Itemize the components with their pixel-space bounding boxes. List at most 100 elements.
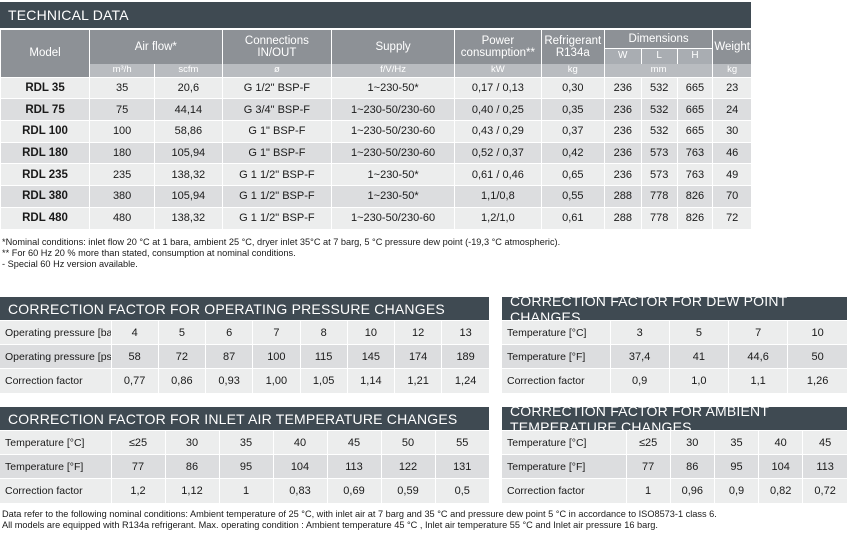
table-cell: 37,4 <box>609 344 670 369</box>
table-cell: 0,42 <box>540 141 605 164</box>
table-cell: 1~230-50* <box>331 76 455 99</box>
unit-power: kW <box>453 64 542 77</box>
table-row: Correction factor 0,9 1,0 1,1 1,26 <box>502 368 847 393</box>
table-cell: 5 <box>157 320 206 345</box>
ambient-correction-table: Temperature [°C] ≤25 30 35 40 45 Temperature [… <box>502 430 847 503</box>
row-label: Correction factor <box>0 478 111 503</box>
table-row: RDL 180 180 105,94 G 1" BSP-F 1~230-50/230-6… <box>0 141 751 164</box>
table-cell: 7 <box>727 320 788 345</box>
table-cell: 12 <box>393 320 442 345</box>
table-cell: 532 <box>640 119 678 143</box>
table-cell: 75 <box>89 98 155 121</box>
model-cell: RDL 480 <box>0 206 90 229</box>
table-cell: 122 <box>380 454 435 479</box>
table-cell: 1~230-50* <box>331 184 455 208</box>
table-cell: 58,86 <box>154 119 223 143</box>
row-label: Operating pressure [psi] <box>0 344 111 369</box>
table-cell: 1,00 <box>252 368 300 393</box>
table-row: Temperature [°C] 3 5 7 10 <box>502 320 847 345</box>
footer-line: All models are equipped with R134a refri… <box>2 519 658 530</box>
footer-notes: Data refer to the following nominal cond… <box>2 509 717 531</box>
row-label: Temperature [°F] <box>502 344 610 369</box>
table-cell: 778 <box>640 206 678 229</box>
model-cell: RDL 100 <box>0 119 90 143</box>
header-dim-l: L <box>640 47 678 64</box>
inlet-correction-title: CORRECTION FACTOR FOR INLET AIR TEMPERAT… <box>0 407 489 430</box>
table-cell: 236 <box>603 98 642 121</box>
table-cell: G 1/2" BSP-F <box>221 76 332 99</box>
table-cell: 86 <box>669 454 715 479</box>
table-cell: 50 <box>787 344 847 369</box>
header-weight: Weight <box>712 30 751 64</box>
table-cell: G 1 1/2" BSP-F <box>221 163 332 186</box>
unit-dimensions: mm <box>603 64 713 77</box>
footer-line: Data refer to the following nominal cond… <box>2 509 717 519</box>
table-cell: 763 <box>676 141 713 164</box>
table-row: Temperature [°C] ≤25 30 35 40 45 <box>502 430 847 455</box>
row-label: Operating pressure [bar] <box>0 320 111 345</box>
table-cell: 7 <box>252 320 300 345</box>
table-cell: 0,37 <box>540 119 605 143</box>
table-row: RDL 235 235 138,32 G 1 1/2" BSP-F 1~230-50* 0… <box>0 163 751 186</box>
dewpoint-correction-table: Temperature [°C] 3 5 7 10 Temperature [°F] 37,… <box>502 320 847 393</box>
table-row: RDL 380 380 105,94 G 1 1/2" BSP-F 1~230-50* 1… <box>0 184 751 208</box>
table-cell: 0,9 <box>713 478 759 503</box>
table-cell: 288 <box>603 184 642 208</box>
table-cell: 0,61 <box>540 206 605 229</box>
table-cell: 10 <box>346 320 395 345</box>
table-cell: 0,35 <box>540 98 605 121</box>
table-cell: 1,12 <box>164 478 219 503</box>
unit-connections: ø <box>221 64 332 77</box>
row-label: Temperature [°C] <box>502 320 610 345</box>
table-cell: 5 <box>668 320 729 345</box>
table-cell: 58 <box>110 344 159 369</box>
table-cell: 72 <box>157 344 206 369</box>
table-cell: ≤25 <box>625 430 671 455</box>
table-cell: 46 <box>712 141 751 164</box>
unit-m3h: m³/h <box>89 64 155 77</box>
table-cell: G 1 1/2" BSP-F <box>221 206 332 229</box>
table-cell: 174 <box>393 344 442 369</box>
table-cell: 41 <box>668 344 729 369</box>
table-cell: 44,14 <box>154 98 223 121</box>
table-cell: 105,94 <box>154 184 223 208</box>
table-cell: 573 <box>640 141 678 164</box>
table-cell: 0,30 <box>540 76 605 99</box>
row-label: Temperature [°C] <box>0 430 111 455</box>
table-cell: 113 <box>802 454 847 479</box>
table-cell: 145 <box>346 344 395 369</box>
table-cell: 532 <box>640 98 678 121</box>
table-cell: 532 <box>640 76 678 99</box>
header-supply: Supply <box>331 30 455 64</box>
table-cell: 72 <box>712 206 751 229</box>
table-cell: 0,61 / 0,46 <box>453 163 542 186</box>
table-cell: 3 <box>609 320 670 345</box>
note-line: ** For 60 Hz 20 % more than stated, cons… <box>2 247 296 258</box>
table-cell: 573 <box>640 163 678 186</box>
table-row: RDL 100 100 58,86 G 1" BSP-F 1~230-50/230-60… <box>0 119 751 143</box>
table-row: RDL 480 480 138,32 G 1 1/2" BSP-F 1~230-50/2… <box>0 206 751 229</box>
unit-weight: kg <box>712 64 751 77</box>
table-cell: 1~230-50/230-60 <box>331 98 455 121</box>
header-dim-h: H <box>676 47 713 64</box>
table-cell: 86 <box>164 454 219 479</box>
table-cell: 1 <box>218 478 273 503</box>
table-cell: 49 <box>712 163 751 186</box>
table-cell: 105,94 <box>154 141 223 164</box>
pressure-correction-table: Operating pressure [bar] 4 5 6 7 8 10 12 13 Opera… <box>0 320 489 393</box>
model-cell: RDL 75 <box>0 98 90 121</box>
table-cell: 0,83 <box>272 478 327 503</box>
row-label: Temperature [°F] <box>502 454 627 479</box>
inlet-correction-table: Temperature [°C] ≤25 30 35 40 45 50 55 Temperatu… <box>0 430 489 503</box>
table-row: RDL 75 75 44,14 G 3/4" BSP-F 1~230-50/230-60… <box>0 98 751 121</box>
header-power: Power consumption** <box>453 30 542 64</box>
model-cell: RDL 380 <box>0 184 90 208</box>
table-cell: 100 <box>89 119 155 143</box>
table-cell: 0,69 <box>326 478 381 503</box>
table-cell: 45 <box>802 430 847 455</box>
header-airflow: Air flow* <box>89 30 223 64</box>
table-cell: 1~230-50* <box>331 163 455 186</box>
table-cell: 0,52 / 0,37 <box>453 141 542 164</box>
unit-refrigerant: kg <box>540 64 605 77</box>
table-cell: 138,32 <box>154 206 223 229</box>
